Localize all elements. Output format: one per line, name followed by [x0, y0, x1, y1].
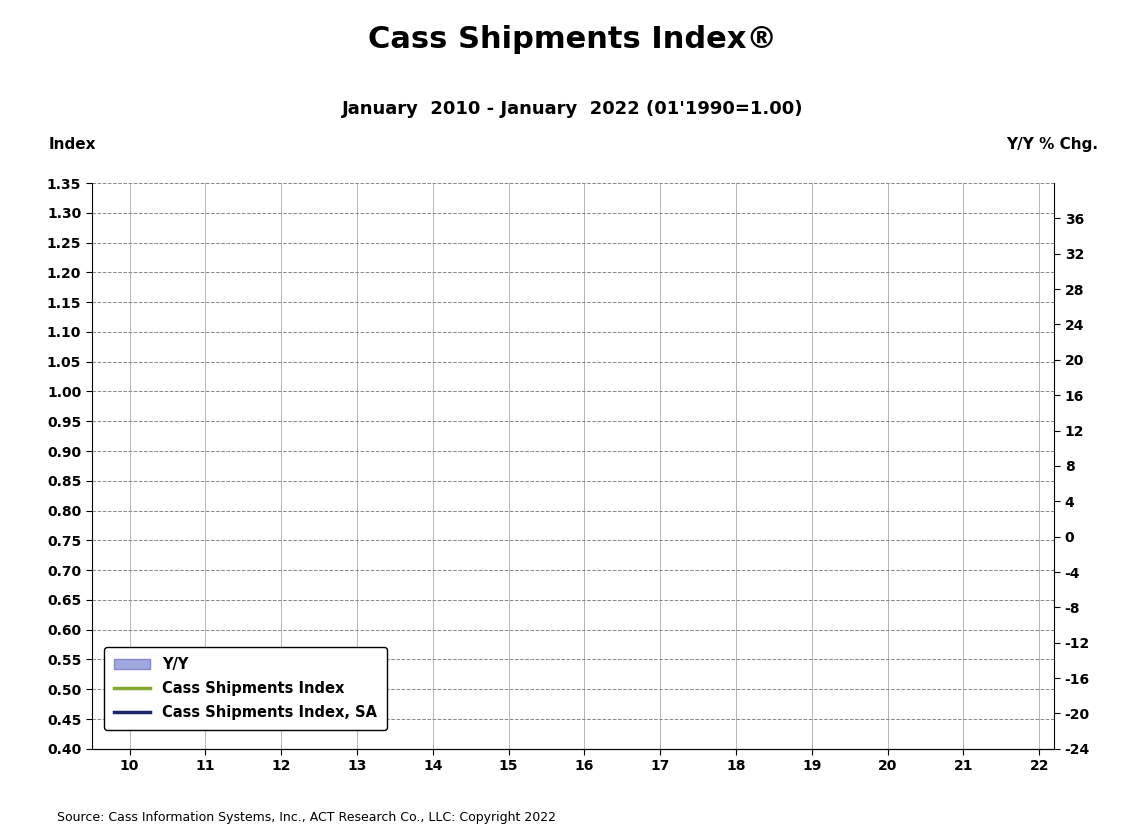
Text: Index: Index — [48, 137, 96, 152]
Text: Source: Cass Information Systems, Inc., ACT Research Co., LLC: Copyright 2022: Source: Cass Information Systems, Inc., … — [57, 810, 556, 824]
Text: Y/Y % Chg.: Y/Y % Chg. — [1006, 137, 1098, 152]
Legend: Y/Y, Cass Shipments Index, Cass Shipments Index, SA: Y/Y, Cass Shipments Index, Cass Shipment… — [104, 647, 387, 730]
Text: January  2010 - January  2022 (01'1990=1.00): January 2010 - January 2022 (01'1990=1.0… — [343, 100, 803, 118]
Text: Cass Shipments Index®: Cass Shipments Index® — [369, 25, 777, 54]
